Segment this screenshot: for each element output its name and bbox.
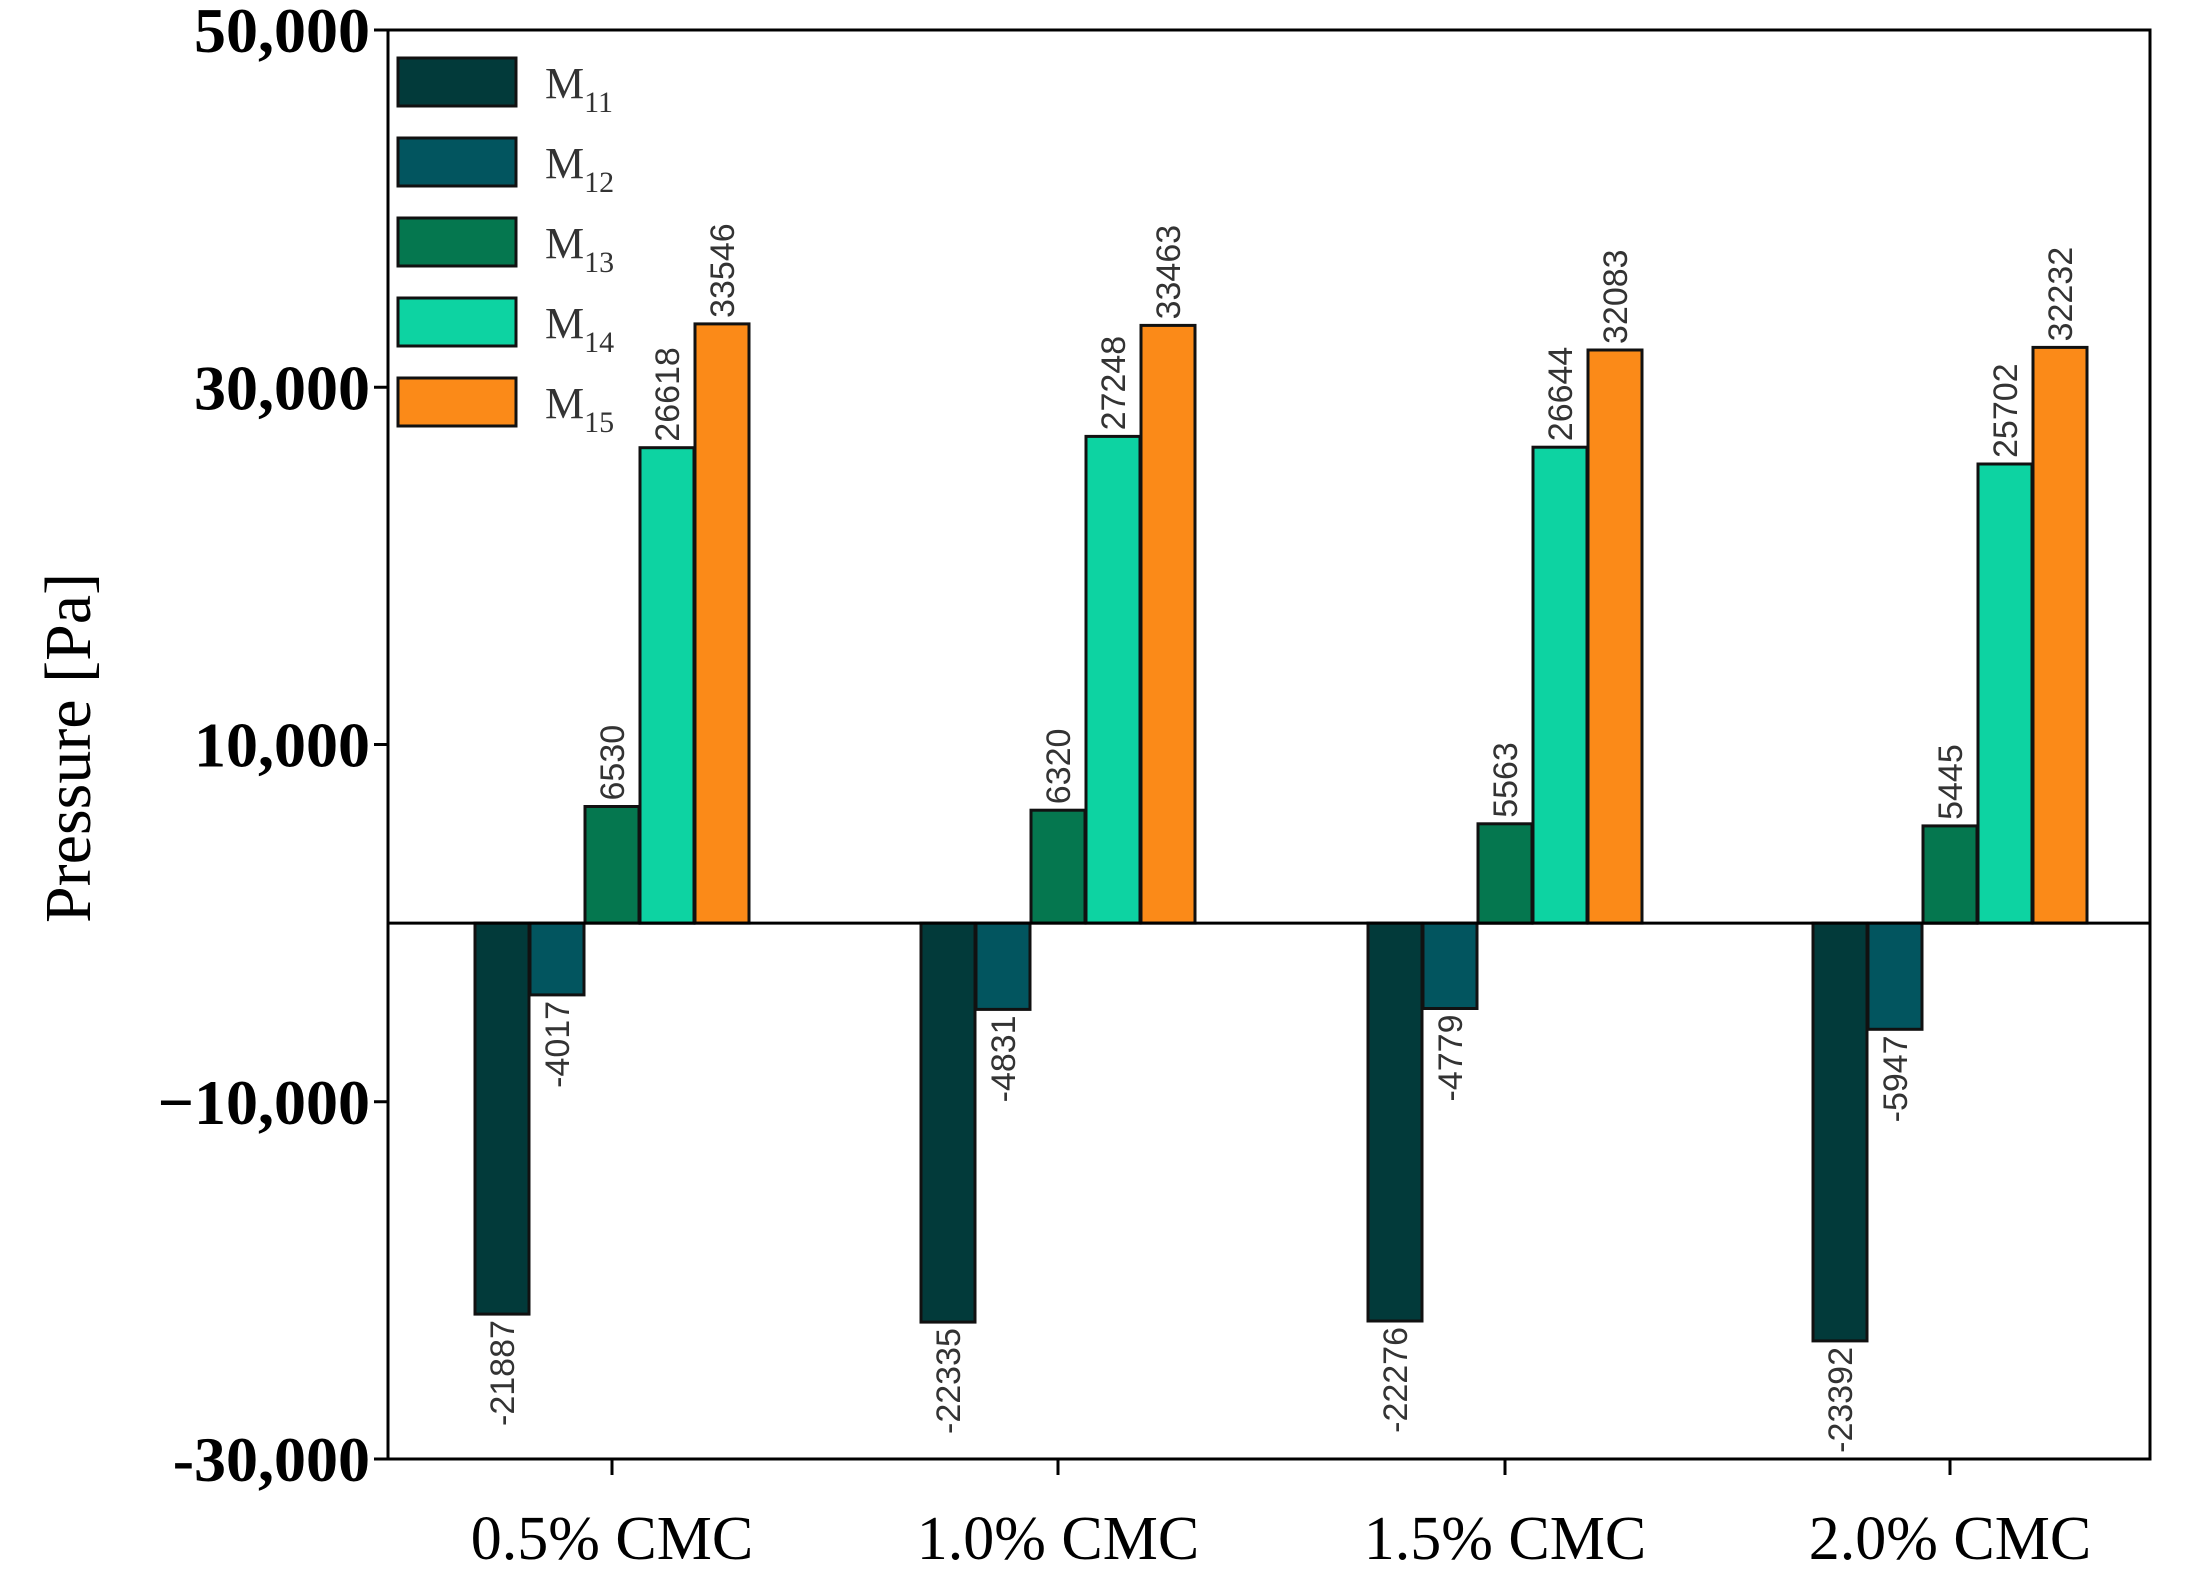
bar-m14-2	[1084, 434, 1142, 925]
bar-m14-4	[1976, 462, 2034, 925]
bar-m12-1	[528, 921, 586, 997]
data-label-m12-4: -5947	[1877, 1035, 1915, 1122]
y-axis-label: Pressure [Pa]	[32, 573, 105, 923]
axes-layer: 50,000 30,000 10,000 −10,000 -30,000 0.5% CMC…	[158, 0, 2092, 1573]
y-tick-label: 30,000	[194, 352, 370, 423]
data-label-m15-3: 32083	[1597, 249, 1635, 344]
legend-label-m12: M12	[545, 139, 614, 199]
bar-m12-4	[1866, 921, 1924, 1031]
y-tick-label: 10,000	[194, 710, 370, 781]
y-tick-label: -30,000	[173, 1424, 370, 1495]
data-label-m12-1: -4017	[539, 1001, 577, 1088]
data-labels-layer: -21887 -22335 -22276 -23392 -4017 -4831 -4779 -…	[484, 223, 2080, 1453]
data-label-m14-4: 25702	[1987, 363, 2025, 458]
data-label-m12-3: -4779	[1432, 1015, 1470, 1102]
legend: M11 M12 M13 M14 M15	[396, 56, 614, 439]
data-label-m13-3: 5563	[1487, 742, 1525, 818]
x-tick-label: 1.0% CMC	[917, 1505, 1199, 1573]
bar-m11-4	[1811, 921, 1869, 1343]
legend-swatch-m14	[396, 296, 518, 348]
data-label-m14-3: 26644	[1542, 347, 1580, 442]
bar-m14-3	[1531, 445, 1589, 925]
bar-m15-1	[693, 322, 751, 925]
bar-m15-4	[2031, 345, 2089, 925]
y-tick-label: 50,000	[194, 0, 370, 66]
data-label-m11-3: -22276	[1377, 1327, 1415, 1433]
bar-m13-3	[1476, 822, 1534, 925]
bar-m11-2	[919, 921, 977, 1324]
data-label-m15-1: 33546	[704, 223, 742, 318]
bar-m12-3	[1421, 921, 1479, 1010]
bar-m15-3	[1586, 348, 1644, 925]
data-label-m15-2: 33463	[1150, 225, 1188, 320]
legend-label-m13: M13	[545, 219, 614, 279]
legend-label-m14: M14	[545, 299, 614, 359]
legend-swatch-m15	[396, 376, 518, 428]
legend-swatch-m12	[396, 136, 518, 188]
legend-swatch-m11	[396, 56, 518, 108]
bar-m11-1	[473, 921, 531, 1316]
bar-m12-2	[974, 921, 1032, 1011]
data-label-m11-4: -23392	[1822, 1347, 1860, 1453]
y-tick-label: −10,000	[158, 1067, 370, 1138]
data-label-m13-1: 6530	[594, 725, 632, 801]
x-tick-label: 0.5% CMC	[471, 1505, 753, 1573]
data-label-m15-4: 32232	[2042, 247, 2080, 342]
bar-m13-2	[1029, 808, 1087, 925]
data-label-m11-1: -21887	[484, 1320, 522, 1426]
legend-swatch-m13	[396, 216, 518, 268]
bar-m13-4	[1921, 824, 1979, 925]
data-label-m14-1: 26618	[649, 347, 687, 442]
data-label-m11-2: -22335	[930, 1328, 968, 1434]
bar-m15-2	[1139, 323, 1197, 925]
data-label-m14-2: 27248	[1095, 336, 1133, 431]
legend-label-m11: M11	[545, 59, 613, 119]
bar-m11-3	[1366, 921, 1424, 1323]
bars-layer	[473, 322, 2089, 1343]
legend-label-m15: M15	[545, 379, 614, 439]
bar-m13-1	[583, 805, 641, 925]
x-tick-label: 2.0% CMC	[1809, 1505, 2091, 1573]
data-label-m12-2: -4831	[985, 1015, 1023, 1102]
bar-m14-1	[638, 446, 696, 925]
data-label-m13-4: 5445	[1932, 744, 1970, 820]
data-label-m13-2: 6320	[1040, 729, 1078, 805]
x-tick-label: 1.5% CMC	[1364, 1505, 1646, 1573]
